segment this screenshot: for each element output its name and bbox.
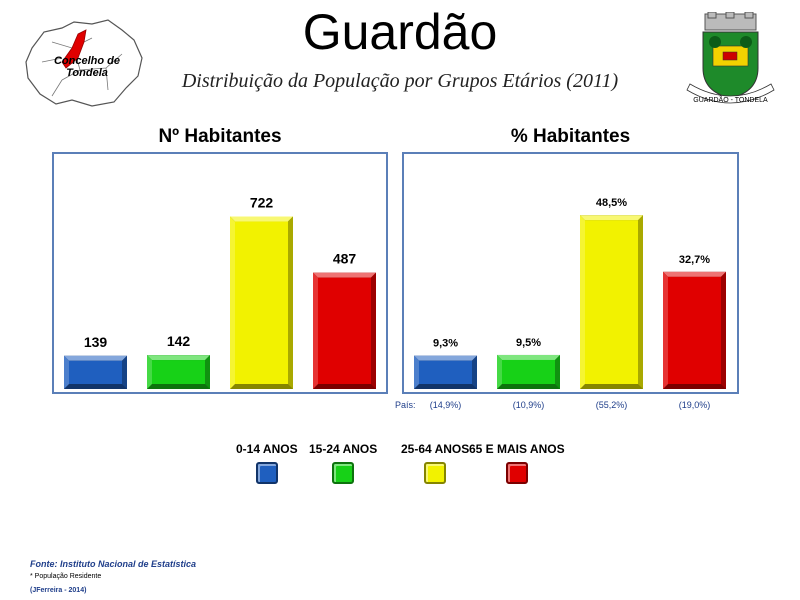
legend-label-0: 0-14 ANOS [236, 442, 298, 456]
source-note: Fonte: Instituto Nacional de Estatística [30, 559, 197, 569]
population-note: * População Residente [30, 573, 102, 580]
legend-swatch-0 [256, 462, 278, 484]
chart-title-count: Nº Habitantes [158, 126, 282, 147]
bar-1-3 [663, 271, 726, 389]
bar-0-1 [147, 355, 210, 389]
data-label-1-3: 32,7% [679, 254, 710, 266]
count-bar-chart: 139 142 722 487 [64, 195, 376, 389]
coat-text: GUARDÃO - TONDELA [693, 95, 768, 104]
data-label-1-2: 48,5% [596, 197, 627, 209]
bar-1-2 [580, 215, 643, 389]
bar-1-1 [497, 354, 560, 389]
legend-swatch-1 [332, 462, 354, 484]
chart-title-percent: % Habitantes [510, 126, 631, 147]
data-label-1-0: 9,3% [433, 338, 458, 350]
legend-swatch-3 [506, 462, 528, 484]
legend-label-2: 25-64 ANOS [401, 442, 470, 456]
data-label-1-1: 9,5% [516, 337, 541, 349]
bar-0-2 [230, 216, 293, 389]
country-value-0: (14,9%) [429, 400, 462, 410]
municipality-map-logo [25, 19, 143, 107]
author-credit: (JFerreira - 2014) [30, 587, 87, 594]
data-label-0-3: 487 [333, 251, 357, 267]
data-label-0-1: 142 [167, 333, 191, 349]
bar-0-0 [64, 355, 127, 389]
bar-1-0 [414, 355, 477, 389]
country-value-2: (55,2%) [595, 400, 628, 410]
page-title: Guardão [302, 4, 498, 60]
data-label-0-0: 139 [84, 334, 108, 350]
bar-0-3 [313, 272, 376, 389]
country-value-1: (10,9%) [512, 400, 545, 410]
page-subtitle: Distribuição da População por Grupos Etá… [181, 70, 619, 92]
country-value-3: (19,0%) [678, 400, 711, 410]
legend-label-3: 65 E MAIS ANOS [469, 442, 565, 456]
count-chart-panel: 139 142 722 487 [52, 152, 388, 394]
map-label: Concelho de Tondela [53, 55, 120, 79]
legend-label-1: 15-24 ANOS [309, 442, 378, 456]
percent-bar-chart: 9,3% 9,5% 48,5% 32,7% [414, 197, 726, 389]
coat-of-arms-logo: GUARDÃO - TONDELA [686, 12, 775, 104]
data-label-0-2: 722 [250, 195, 274, 211]
legend-swatch-2 [424, 462, 446, 484]
percent-chart-panel: 9,3% 9,5% 48,5% 32,7% [402, 152, 739, 394]
country-label: País: [395, 400, 416, 410]
